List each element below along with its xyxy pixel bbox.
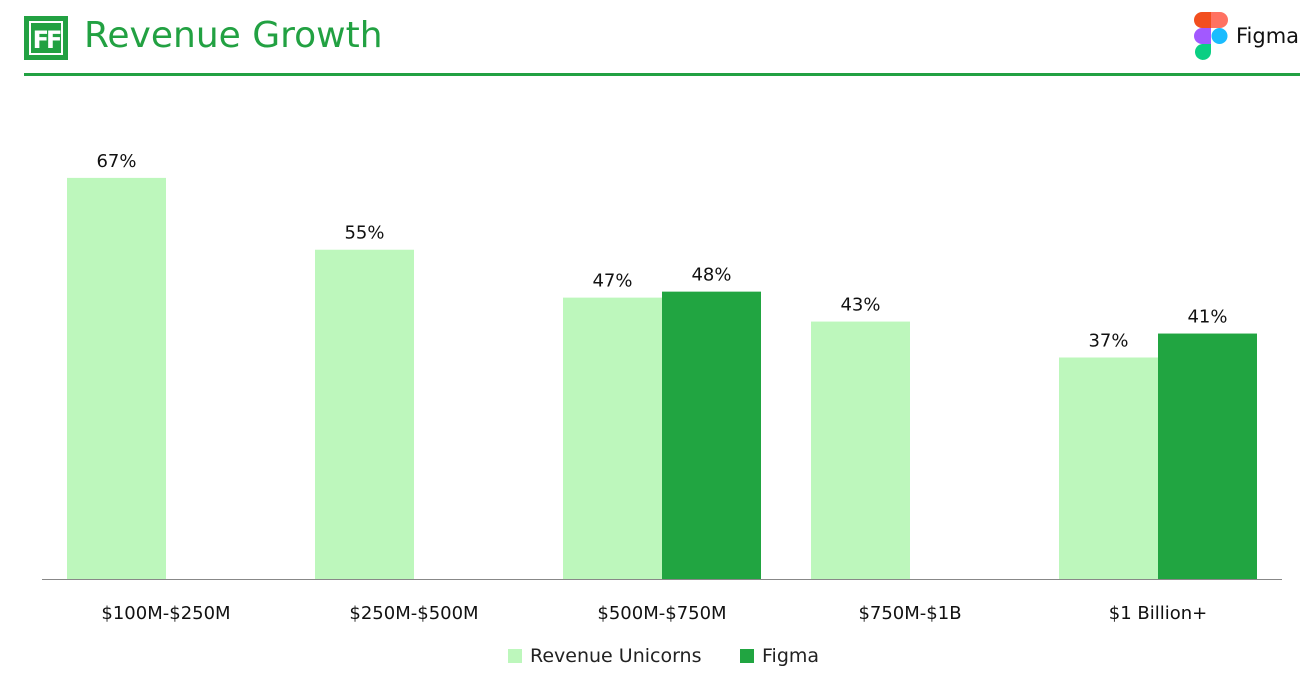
data-label-revenue-unicorns-2: 47% (592, 271, 632, 292)
legend-item-figma: Figma (740, 643, 819, 669)
bar-revenue-unicorns-1 (315, 249, 414, 579)
legend-swatch-figma (740, 649, 754, 663)
bar-chart: 67% $100M-$250M 55% $250M-$500M 47% 48% $500M-… (42, 151, 1282, 624)
data-label-figma-4: 41% (1187, 307, 1227, 328)
ff-logo: FF (24, 16, 68, 60)
header-divider (24, 73, 1300, 76)
x-tick-label-1: $250M-$500M (349, 603, 478, 624)
header: FF Revenue Growth Figma (0, 0, 1312, 80)
data-label-figma-2: 48% (691, 265, 731, 286)
x-tick-label-2: $500M-$750M (597, 603, 726, 624)
figma-brand: Figma (1194, 12, 1304, 62)
bar-figma-4 (1158, 333, 1257, 579)
data-label-revenue-unicorns-4: 37% (1088, 330, 1128, 351)
bar-revenue-unicorns-3 (811, 321, 910, 579)
figma-logo-icon (1194, 12, 1228, 60)
x-tick-label-0: $100M-$250M (101, 603, 230, 624)
bar-revenue-unicorns-4 (1059, 357, 1158, 579)
data-label-revenue-unicorns-0: 67% (96, 151, 136, 172)
legend: Revenue Unicorns Figma (0, 643, 1312, 669)
x-tick-label-4: $1 Billion+ (1109, 603, 1207, 624)
page-title: Revenue Growth (84, 15, 383, 56)
figma-brand-name: Figma (1236, 24, 1300, 48)
bar-revenue-unicorns-2 (563, 297, 662, 579)
legend-label-revenue-unicorns: Revenue Unicorns (530, 645, 702, 667)
bar-revenue-unicorns-0 (67, 177, 166, 580)
legend-item-revenue-unicorns: Revenue Unicorns (508, 643, 702, 669)
data-label-revenue-unicorns-1: 55% (344, 223, 384, 244)
data-label-revenue-unicorns-3: 43% (840, 295, 880, 316)
bar-figma-2 (662, 291, 761, 579)
x-tick-label-3: $750M-$1B (858, 603, 961, 624)
legend-swatch-revenue-unicorns (508, 649, 522, 663)
ff-logo-text: FF (29, 21, 63, 55)
legend-label-figma: Figma (762, 645, 820, 667)
